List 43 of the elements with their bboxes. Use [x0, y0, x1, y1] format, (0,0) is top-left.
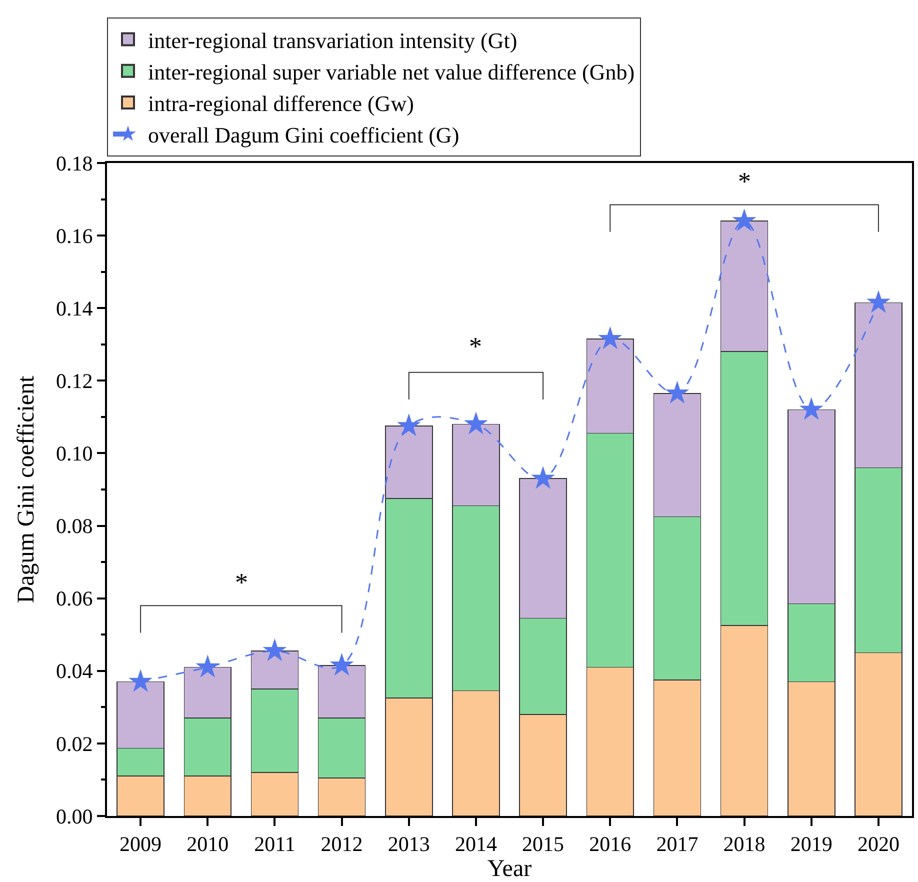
point — [866, 290, 890, 313]
y-tick-label: 0.10 — [56, 442, 93, 466]
point — [196, 654, 220, 678]
y-tick-label: 0.08 — [56, 514, 93, 538]
point — [262, 638, 287, 662]
x-tick-label: 2018 — [723, 832, 766, 856]
y-tick-label: 0.04 — [56, 659, 94, 684]
x-axis-title: Year — [487, 856, 532, 882]
annotation: * — [469, 332, 482, 361]
x-tick-label: 2012 — [320, 832, 363, 856]
x-tick-label: 2016 — [589, 832, 632, 856]
point — [128, 669, 153, 692]
point — [732, 208, 756, 232]
point — [464, 412, 488, 434]
legend-label: inter-regional transvariation intensity (Gt) — [148, 28, 518, 53]
y-axis-title: Dagum Gini coefficient — [14, 375, 40, 604]
y-tick-label: 0.00 — [56, 804, 93, 828]
y-tick-label: 0.06 — [56, 586, 93, 611]
y-tick-label: 0.12 — [56, 369, 93, 394]
point — [598, 326, 622, 350]
y-tick-label: 0.14 — [56, 296, 94, 320]
legend-label: inter-regional super variable net value difference (Gnb) — [148, 59, 635, 84]
annotation: * — [738, 167, 751, 196]
point — [330, 652, 354, 676]
x-tick-label: 2014 — [454, 832, 498, 856]
x-tick-label: 2017 — [656, 832, 698, 856]
x-tick-label: 2009 — [120, 832, 162, 856]
point — [799, 397, 824, 420]
legend-label: intra-regional difference (Gw) — [148, 91, 414, 116]
y-tick-label: 0.18 — [56, 151, 93, 176]
point — [531, 466, 556, 489]
y-tick-label: 0.02 — [56, 732, 93, 756]
y-tick-label: 0.16 — [56, 224, 93, 248]
point — [665, 380, 690, 404]
legend-label: overall Dagum Gini coefficient (G) — [148, 122, 460, 148]
x-tick-label: 2011 — [254, 832, 296, 856]
x-tick-label: 2019 — [790, 832, 832, 856]
annotation: * — [235, 568, 248, 597]
point — [396, 413, 421, 436]
x-tick-label: 2020 — [857, 832, 900, 856]
x-tick-label: 2013 — [388, 832, 430, 856]
x-tick-label: 2010 — [186, 832, 229, 856]
x-tick-label: 2015 — [522, 832, 564, 856]
